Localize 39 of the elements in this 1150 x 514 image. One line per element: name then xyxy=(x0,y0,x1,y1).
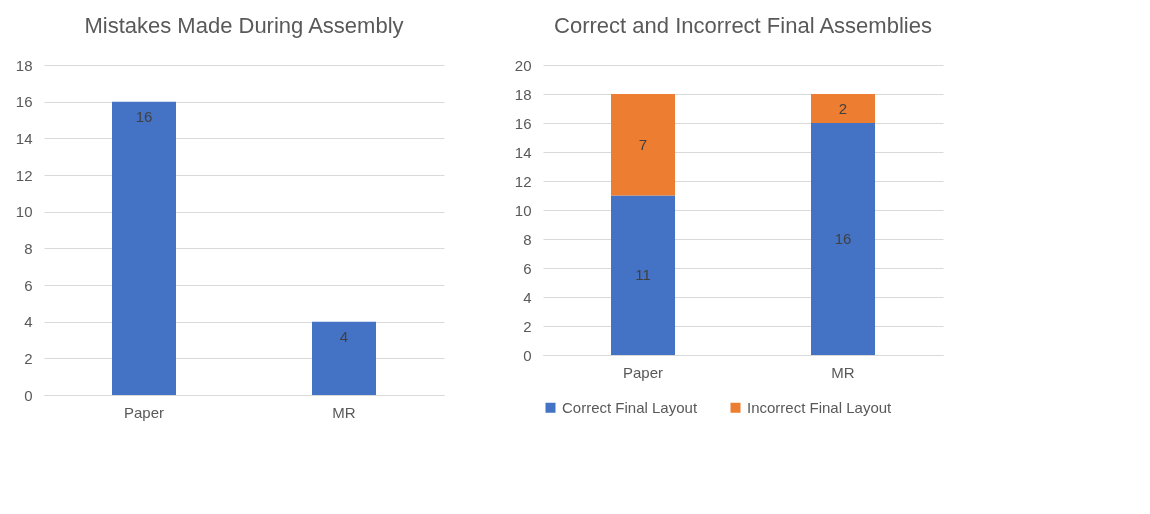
y-tick-label: 18 xyxy=(15,56,33,74)
y-tick-label: 10 xyxy=(514,201,532,219)
y-tick-label: 12 xyxy=(514,172,532,190)
chart-title: Mistakes Made During Assembly xyxy=(84,13,404,38)
y-tick-label: 8 xyxy=(24,239,33,257)
x-tick-label: MR xyxy=(831,363,855,381)
data-label: 11 xyxy=(635,266,651,284)
y-tick-label: 4 xyxy=(24,313,33,331)
y-tick-label: 10 xyxy=(15,203,33,221)
bar xyxy=(811,94,875,123)
y-tick-label: 20 xyxy=(514,56,532,74)
data-label: 4 xyxy=(339,327,349,345)
y-tick-label: 14 xyxy=(514,143,532,161)
data-label: 2 xyxy=(838,99,848,117)
y-tick-label: 16 xyxy=(514,114,532,132)
legend-label: Incorrect Final Layout xyxy=(747,398,893,416)
y-tick-label: 12 xyxy=(15,166,33,184)
bar xyxy=(611,195,675,355)
y-tick-label: 16 xyxy=(15,93,33,111)
y-tick-label: 4 xyxy=(523,288,532,306)
y-tick-label: 2 xyxy=(24,349,33,367)
x-tick-label: Paper xyxy=(622,363,664,381)
x-tick-label: Paper xyxy=(123,403,165,421)
y-tick-label: 0 xyxy=(523,346,532,364)
y-tick-label: 18 xyxy=(514,85,532,103)
y-tick-label: 6 xyxy=(523,259,532,277)
y-tick-label: 6 xyxy=(24,276,33,294)
data-label: 7 xyxy=(638,135,648,153)
chart-title: Correct and Incorrect Final Assemblies xyxy=(554,13,932,38)
bar xyxy=(811,123,875,355)
y-tick-label: 14 xyxy=(15,129,33,147)
legend-label: Correct Final Layout xyxy=(562,398,698,416)
data-label: 16 xyxy=(135,107,153,125)
y-tick-label: 8 xyxy=(523,230,532,248)
y-tick-label: 0 xyxy=(24,386,33,404)
x-tick-label: MR xyxy=(332,403,356,421)
bar xyxy=(611,94,675,196)
y-tick-label: 2 xyxy=(523,317,532,335)
data-label: 16 xyxy=(834,230,852,247)
